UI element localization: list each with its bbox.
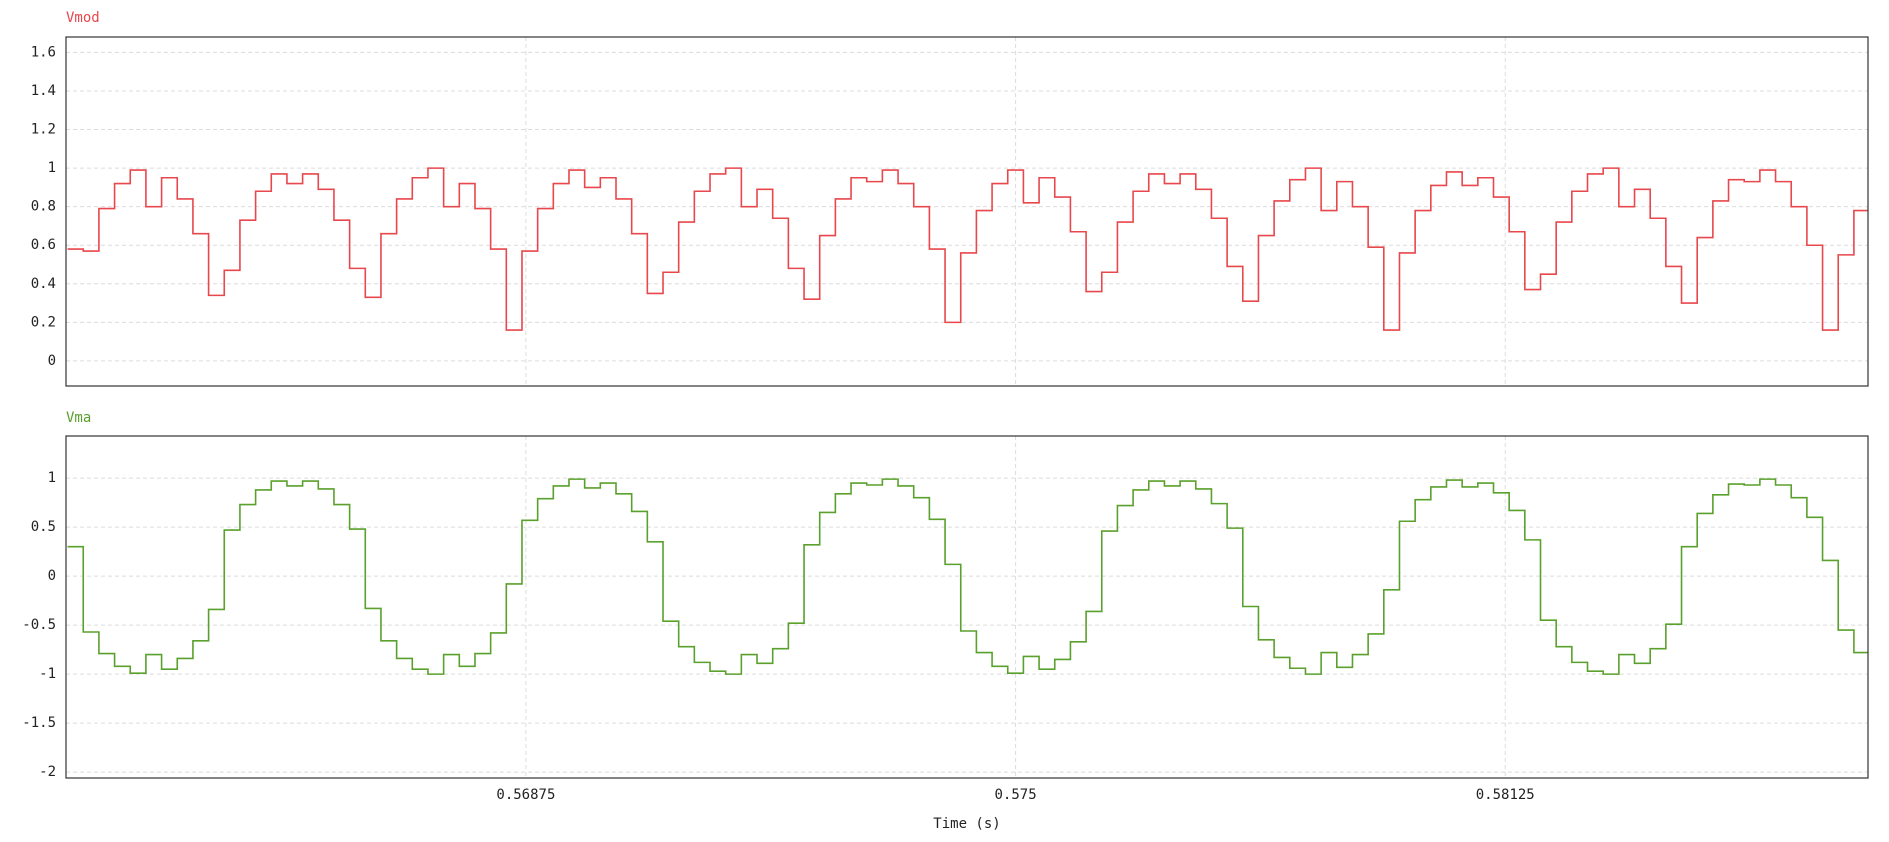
plot-frame bbox=[65, 36, 1869, 387]
plot-frame bbox=[65, 435, 1869, 779]
series-line bbox=[67, 478, 1868, 675]
x-tick-label: 0.56875 bbox=[496, 787, 555, 803]
y-tick-label: 0 bbox=[48, 353, 56, 369]
y-tick-label: 1.4 bbox=[31, 83, 56, 99]
y-tick-label: -0.5 bbox=[22, 617, 56, 633]
panel: Vma -2 -1.5 -1 -0.5 0 0.5 1 0.56875 0.575 0.58125 T… bbox=[22, 410, 1869, 832]
y-tick-label: 0.8 bbox=[31, 199, 56, 215]
y-tick-label: 0 bbox=[48, 568, 56, 584]
y-tick-label: 0.2 bbox=[31, 314, 56, 330]
panel: Vmod 0 0.2 0.4 0.6 0.8 1 1.2 1.4 1.6 bbox=[31, 10, 1869, 387]
y-tick-label: 0.4 bbox=[31, 276, 56, 292]
y-tick-label: 1.2 bbox=[31, 122, 56, 138]
x-axis-title: Time (s) bbox=[933, 816, 1000, 832]
series-line bbox=[67, 167, 1868, 331]
y-tick-label: -2 bbox=[39, 764, 56, 780]
panel-title: Vma bbox=[66, 410, 91, 426]
y-tick-label: -1.5 bbox=[22, 715, 56, 731]
y-tick-label: -1 bbox=[39, 666, 56, 682]
y-tick-label: 1 bbox=[48, 160, 56, 176]
y-tick-label: 0.5 bbox=[31, 519, 56, 535]
y-tick-label: 1.6 bbox=[31, 44, 56, 60]
panel-title: Vmod bbox=[66, 10, 100, 26]
x-tick-label: 0.575 bbox=[994, 787, 1036, 803]
x-tick-label: 0.58125 bbox=[1476, 787, 1535, 803]
y-tick-label: 1 bbox=[48, 470, 56, 486]
y-tick-label: 0.6 bbox=[31, 237, 56, 253]
